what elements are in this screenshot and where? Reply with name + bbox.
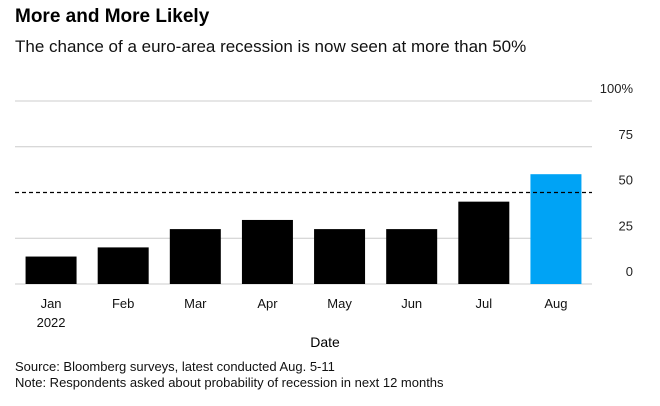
- bar-aug: [530, 174, 582, 284]
- bar-feb: [97, 247, 149, 284]
- y-axis-ticks: 0 25 50 75 100%: [600, 81, 634, 279]
- y-tick-label: 100%: [600, 81, 634, 96]
- x-axis-ticks: Jan 2022 Feb Mar Apr May Jun Jul Aug: [37, 296, 568, 330]
- bar-jun: [386, 229, 438, 284]
- bar-jul: [458, 201, 510, 284]
- y-tick-label: 25: [619, 218, 633, 233]
- bar-apr: [241, 219, 293, 284]
- chart-subtitle: The chance of a euro-area recession is n…: [15, 37, 527, 56]
- x-tick-sublabel: 2022: [37, 315, 66, 330]
- x-tick-label: Jun: [401, 296, 422, 311]
- y-tick-label: 50: [619, 173, 633, 188]
- bars: [25, 174, 582, 284]
- x-tick-label: May: [327, 296, 352, 311]
- x-tick-label: Jan: [41, 296, 62, 311]
- x-tick-label: Aug: [544, 296, 567, 311]
- x-tick-label: Jul: [476, 296, 493, 311]
- x-tick-label: Mar: [184, 296, 207, 311]
- chart-title: More and More Likely: [15, 6, 210, 27]
- y-tick-label: 75: [619, 127, 633, 142]
- bar-chart: 0 25 50 75 100% Jan 2022 Feb Mar Apr May Jun Jul Aug…: [15, 81, 634, 350]
- x-axis-label: Date: [310, 334, 340, 350]
- x-tick-label: Feb: [112, 296, 134, 311]
- x-tick-label: Apr: [257, 296, 278, 311]
- bar-jan: [25, 256, 77, 284]
- footnote: Note: Respondents asked about probabilit…: [15, 375, 444, 390]
- bar-may: [314, 229, 366, 284]
- source-note: Source: Bloomberg surveys, latest conduc…: [15, 359, 335, 374]
- bar-mar: [169, 229, 221, 284]
- y-tick-label: 0: [626, 264, 633, 279]
